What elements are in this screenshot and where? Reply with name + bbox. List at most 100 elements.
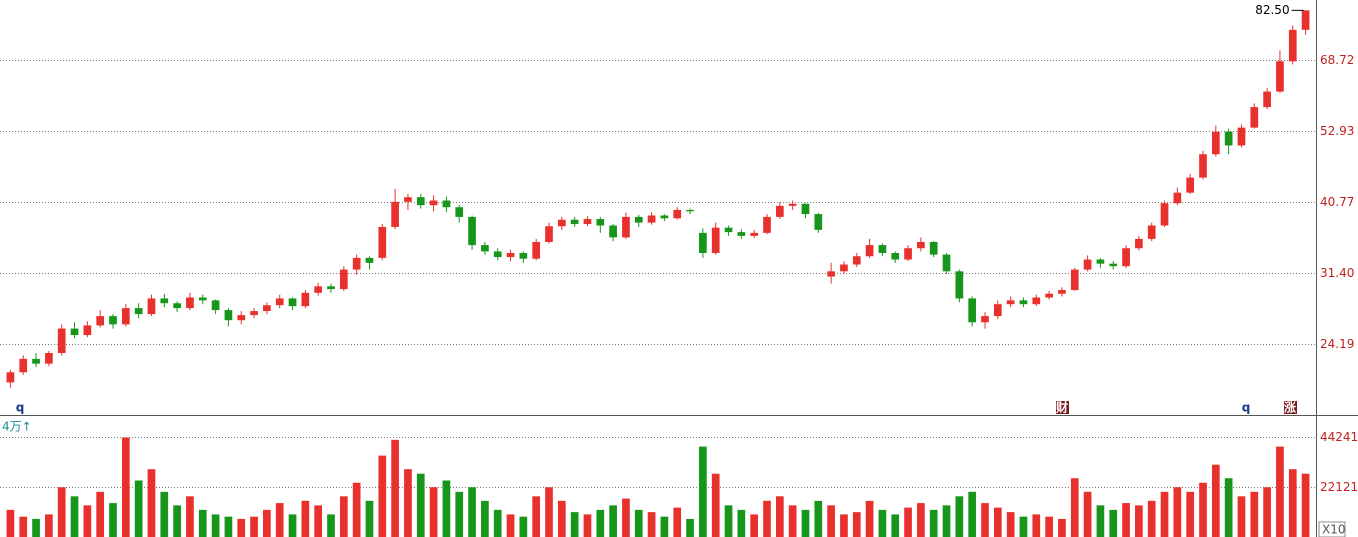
volume-bar bbox=[519, 516, 528, 537]
candle-body bbox=[468, 216, 476, 246]
volume-bar bbox=[647, 512, 656, 537]
volume-bar bbox=[70, 496, 79, 537]
candle-body bbox=[339, 269, 348, 290]
candle-body bbox=[1032, 297, 1041, 305]
volume-bar bbox=[339, 496, 348, 537]
volume-bar bbox=[763, 500, 771, 537]
volume-bar bbox=[1199, 482, 1207, 537]
volume-bar bbox=[711, 473, 720, 537]
candle-body bbox=[545, 226, 553, 242]
volume-bar bbox=[134, 480, 143, 537]
candle-body bbox=[455, 207, 464, 217]
volume-bar bbox=[1135, 505, 1143, 537]
volume-bar bbox=[981, 503, 989, 537]
candle-body bbox=[814, 214, 823, 230]
candle-body bbox=[6, 372, 15, 383]
volume-bar bbox=[83, 505, 92, 537]
volume-bar bbox=[1288, 469, 1297, 537]
marker: q bbox=[1242, 401, 1251, 415]
volume-bar bbox=[121, 437, 130, 537]
volume-bar bbox=[109, 503, 117, 537]
candle-body bbox=[250, 311, 258, 316]
candle-body bbox=[775, 205, 784, 217]
candle-body bbox=[532, 241, 541, 259]
candle-body bbox=[955, 271, 964, 299]
volume-bar bbox=[1058, 518, 1066, 537]
volume-bar bbox=[1276, 446, 1284, 537]
volume-bar bbox=[198, 509, 207, 537]
volume-bar bbox=[378, 455, 387, 537]
candle-body bbox=[327, 286, 335, 290]
y-tick-label: 22121 bbox=[1320, 480, 1358, 494]
y-tick-label: 44241 bbox=[1320, 430, 1358, 444]
y-tick-label: 24.19 bbox=[1320, 337, 1354, 351]
y-tick-label: 68.72 bbox=[1320, 53, 1354, 67]
volume-bar bbox=[96, 491, 105, 537]
candle-body bbox=[711, 227, 720, 254]
volume-bar bbox=[288, 514, 297, 537]
volume-bar bbox=[327, 514, 335, 537]
volume-bar bbox=[570, 512, 579, 537]
candle-body bbox=[1045, 293, 1053, 298]
candle-body bbox=[186, 297, 194, 309]
marker: q bbox=[16, 401, 25, 415]
candle-body bbox=[1186, 177, 1195, 193]
volume-bar bbox=[1032, 514, 1041, 537]
volume-bar bbox=[224, 516, 233, 537]
volume-bar bbox=[827, 505, 835, 537]
volume-bar bbox=[275, 503, 284, 537]
volume-bar bbox=[1211, 464, 1220, 537]
volume-label: 4万↑ bbox=[2, 420, 32, 434]
candle-body bbox=[929, 241, 938, 255]
candle-body bbox=[1224, 131, 1233, 146]
marker-box bbox=[1056, 401, 1069, 414]
volume-bar bbox=[788, 505, 797, 537]
volume-bar bbox=[237, 518, 246, 537]
candle-body bbox=[878, 245, 887, 254]
unit-box bbox=[1318, 521, 1346, 537]
volume-bar bbox=[865, 500, 874, 537]
candle-body bbox=[314, 286, 323, 293]
candle-body bbox=[1199, 154, 1207, 178]
candle-body bbox=[1237, 127, 1246, 146]
candle-body bbox=[519, 253, 528, 259]
candle-body bbox=[263, 305, 271, 312]
candle-body bbox=[391, 201, 399, 227]
candle-body bbox=[237, 315, 246, 321]
marker: 涨 bbox=[1284, 400, 1296, 415]
candle-body bbox=[1083, 259, 1092, 270]
volume-bar bbox=[532, 496, 541, 537]
candle-body bbox=[1263, 91, 1271, 108]
volume-bar bbox=[904, 507, 912, 537]
volume-bar bbox=[1109, 509, 1118, 537]
volume-bar bbox=[1173, 487, 1182, 537]
y-tick-label: 40.77 bbox=[1320, 195, 1354, 209]
candle-body bbox=[557, 219, 566, 227]
candle-body bbox=[827, 271, 835, 277]
candle-body bbox=[583, 219, 592, 225]
candle-body bbox=[109, 316, 117, 325]
volume-bar bbox=[686, 518, 694, 537]
candle-body bbox=[1096, 259, 1105, 264]
volume-bar bbox=[917, 503, 925, 537]
candle-body bbox=[275, 298, 284, 306]
volume-bar bbox=[1160, 491, 1169, 537]
candle-body bbox=[1058, 290, 1066, 294]
volume-bar bbox=[1122, 503, 1130, 537]
volume-bar bbox=[1237, 496, 1246, 537]
candle-body bbox=[942, 254, 951, 272]
candle-body bbox=[750, 232, 759, 236]
candle-body bbox=[1160, 203, 1169, 226]
volume-bar bbox=[19, 516, 28, 537]
volume-bar bbox=[545, 487, 553, 537]
volume-bar bbox=[391, 439, 399, 537]
candle-body bbox=[609, 225, 617, 238]
candle-body bbox=[1276, 61, 1284, 92]
candle-body bbox=[993, 304, 1002, 317]
volume-bar bbox=[929, 509, 938, 537]
volume-bar bbox=[724, 505, 733, 537]
volume-bar bbox=[160, 491, 169, 537]
candle-body bbox=[686, 209, 694, 212]
volume-bar bbox=[1045, 516, 1053, 537]
